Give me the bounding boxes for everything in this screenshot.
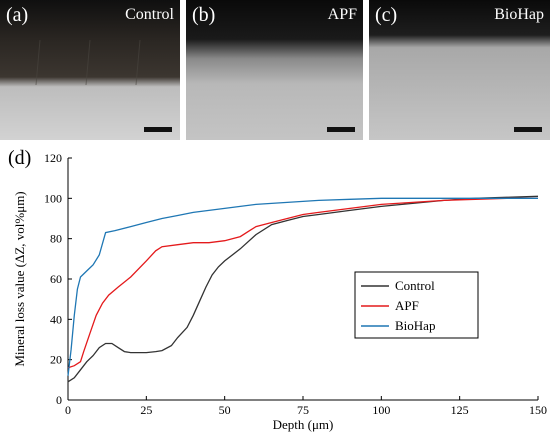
scale-bar [327, 127, 355, 132]
scale-bar [144, 127, 172, 132]
micrograph-biohap [369, 0, 550, 140]
y-tick-label: 0 [56, 393, 62, 407]
micrograph-apf [186, 0, 363, 140]
x-tick-label: 150 [529, 403, 547, 417]
y-axis-label: Mineral loss value (ΔZ, vol%μm) [12, 191, 27, 366]
y-tick-label: 40 [50, 312, 62, 326]
y-tick-label: 20 [50, 353, 62, 367]
x-axis-label: Depth (μm) [273, 417, 334, 432]
x-tick-label: 75 [297, 403, 309, 417]
legend-label-control: Control [395, 278, 435, 293]
series-line-apf [67, 197, 538, 369]
x-tick-label: 50 [219, 403, 231, 417]
x-tick-label: 25 [140, 403, 152, 417]
panel-c-name: BioHap [494, 6, 544, 23]
y-tick-label: 60 [50, 272, 62, 286]
micrograph-control [0, 0, 180, 140]
panel-c-tag: (c) [375, 4, 398, 26]
axes: 0 25 50 75 100 125 150 0 20 40 60 80 100 120 [44, 151, 547, 417]
legend-box [354, 271, 479, 339]
panel-c: (c) BioHap [369, 0, 550, 140]
panel-a-tag: (a) [6, 4, 29, 26]
y-tick-label: 120 [44, 151, 62, 165]
y-tick-label: 80 [50, 232, 62, 246]
x-tick-label: 0 [65, 403, 71, 417]
series-lines [67, 195, 539, 383]
y-tick-label: 100 [44, 191, 62, 205]
x-tick-label: 100 [372, 403, 390, 417]
panel-b: (b) APF [186, 0, 363, 140]
mineral-loss-chart: (d) 0 25 50 75 100 125 150 0 20 40 60 80 100 120 Cont… [8, 147, 547, 432]
legend: Control APF BioHap [354, 271, 479, 339]
panel-b-name: APF [327, 6, 357, 23]
panel-a: (a) Control [0, 0, 180, 140]
x-tick-label: 125 [451, 403, 469, 417]
panel-a-name: Control [125, 6, 174, 23]
legend-label-apf: APF [395, 298, 419, 313]
series-line-control [67, 195, 539, 383]
series-line-biohap [67, 197, 538, 376]
scale-bar [514, 127, 542, 132]
legend-label-biohap: BioHap [395, 318, 435, 333]
panel-b-tag: (b) [192, 4, 216, 26]
panel-d-tag: (d) [8, 147, 31, 169]
